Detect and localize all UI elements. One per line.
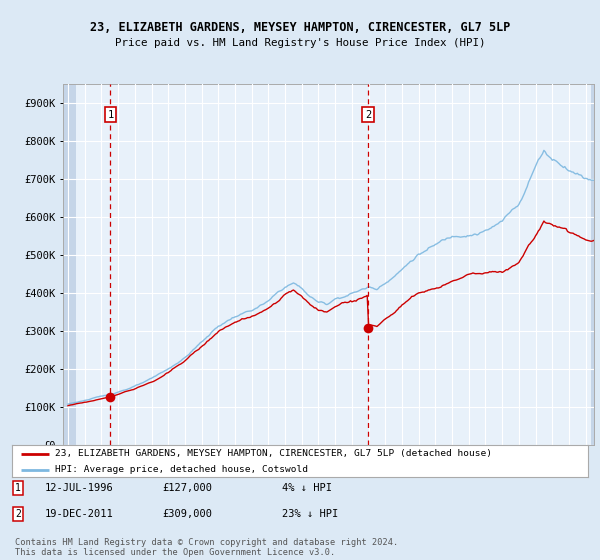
Text: 23% ↓ HPI: 23% ↓ HPI bbox=[282, 509, 338, 519]
Text: £309,000: £309,000 bbox=[162, 509, 212, 519]
Text: 23, ELIZABETH GARDENS, MEYSEY HAMPTON, CIRENCESTER, GL7 5LP: 23, ELIZABETH GARDENS, MEYSEY HAMPTON, C… bbox=[90, 21, 510, 34]
Text: £127,000: £127,000 bbox=[162, 483, 212, 493]
Text: 2: 2 bbox=[365, 110, 371, 120]
Text: 1: 1 bbox=[107, 110, 113, 120]
Text: 12-JUL-1996: 12-JUL-1996 bbox=[45, 483, 114, 493]
Text: 2: 2 bbox=[15, 509, 21, 519]
Bar bbox=[590, 84, 594, 445]
Text: 1: 1 bbox=[15, 483, 21, 493]
Bar bbox=[63, 84, 76, 445]
Text: 4% ↓ HPI: 4% ↓ HPI bbox=[282, 483, 332, 493]
Text: 23, ELIZABETH GARDENS, MEYSEY HAMPTON, CIRENCESTER, GL7 5LP (detached house): 23, ELIZABETH GARDENS, MEYSEY HAMPTON, C… bbox=[55, 449, 492, 458]
Text: Contains HM Land Registry data © Crown copyright and database right 2024.
This d: Contains HM Land Registry data © Crown c… bbox=[15, 538, 398, 557]
Text: HPI: Average price, detached house, Cotswold: HPI: Average price, detached house, Cots… bbox=[55, 465, 308, 474]
Text: Price paid vs. HM Land Registry's House Price Index (HPI): Price paid vs. HM Land Registry's House … bbox=[115, 38, 485, 48]
Text: 19-DEC-2011: 19-DEC-2011 bbox=[45, 509, 114, 519]
